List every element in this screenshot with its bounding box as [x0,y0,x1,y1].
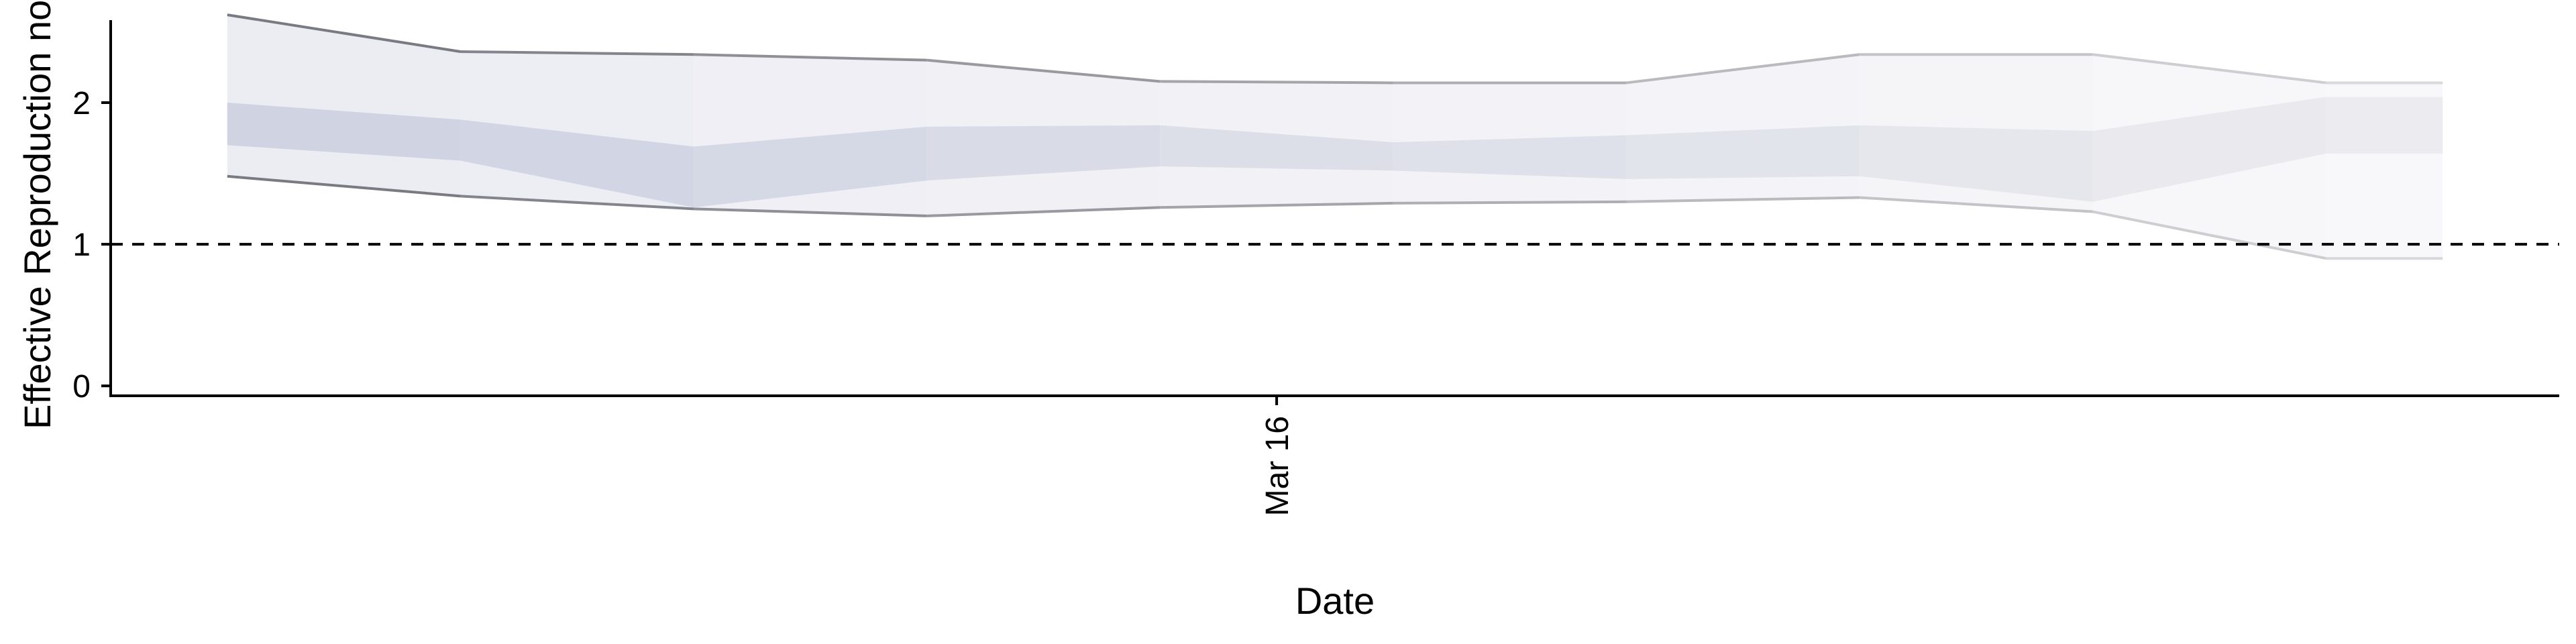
lower-bound-segment [1160,201,1393,209]
y-axis-ticks: 0 1 2 [72,86,111,405]
band-50-segment [1160,125,1393,171]
lower-bound-segment [693,207,927,217]
band-50-segment [1393,135,1627,179]
band-50-segment [1626,125,1860,179]
y-tick-label: 1 [72,227,91,263]
band-edges [227,13,2443,260]
band-50-segment [694,126,927,208]
lower-bound-segment [227,174,461,198]
x-axis-title: Date [1295,580,1375,622]
upper-bound-segment [460,50,694,56]
upper-bound-segment [227,13,461,53]
lower-bound-segment [460,195,694,211]
lower-bound-segment [1626,196,1860,203]
band-50-segment [227,103,461,161]
lower-bound-segment [1393,200,1627,205]
lower-bound-segment [1860,196,2093,213]
band-50-segment [460,119,694,208]
y-tick-label: 0 [72,369,91,405]
upper-bound-segment [693,53,927,62]
x-tick-label: Mar 16 [1260,416,1295,516]
upper-bound-segment [1160,80,1393,85]
band-50-segment [1860,125,2093,202]
band-50-segment [926,125,1161,181]
lower-bound-segment [926,206,1161,217]
y-axis-title: Effective Reproduction no [16,0,58,429]
x-axis-ticks: Mar 16 [1260,396,1295,516]
upper-bound-segment [926,58,1161,83]
uncertainty-bands [227,15,2443,259]
lower-bound-segment [2092,210,2326,260]
y-tick-label: 2 [72,86,91,121]
band-50-segment [2326,97,2443,154]
upper-bound-segment [1626,53,1860,85]
upper-bound-segment [2092,53,2326,85]
band-50-segment [2092,97,2326,202]
